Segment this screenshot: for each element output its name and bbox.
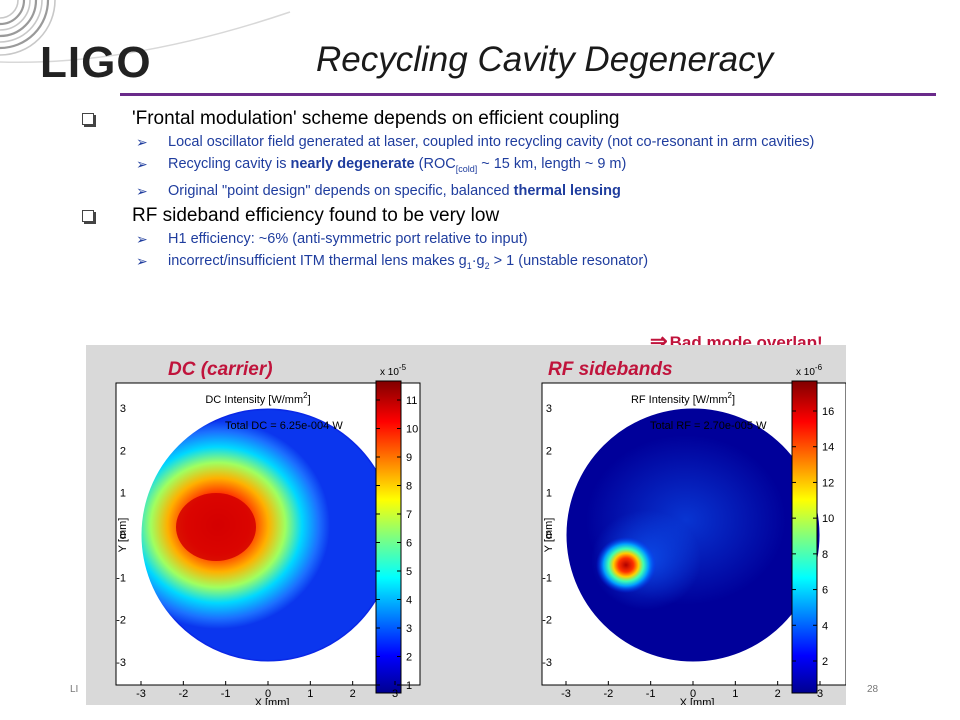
arrow-bullet-icon: ➢ xyxy=(136,134,148,150)
ligo-logo: LIGO xyxy=(40,38,152,87)
y-axis-label: Y [mm] xyxy=(117,518,129,553)
y-tick-label: -3 xyxy=(116,657,126,669)
y-tick-label: 1 xyxy=(120,488,126,500)
arrow-bullet-icon: ➢ xyxy=(136,252,148,269)
x-tick-label: 3 xyxy=(817,688,823,700)
x-tick-label: 0 xyxy=(265,688,271,700)
intensity-figure: -3 -2 -1 0 1 2 3 3 2 1 0 -1 -2 -3 X [mm] Y [mm] DC Inten… xyxy=(86,345,847,709)
x-tick-label: -3 xyxy=(561,688,571,700)
arrow-bullet-icon: ➢ xyxy=(136,182,148,199)
plot-label-rf: RF sidebands xyxy=(548,359,673,380)
sub-bullet-text: incorrect/insufficient ITM thermal lens … xyxy=(168,252,649,271)
colorbar-tick-label: 2 xyxy=(406,652,412,664)
y-tick-label: 0 xyxy=(546,530,552,542)
colorbar-tick-label: 11 xyxy=(406,395,417,407)
y-tick-label: 2 xyxy=(546,445,552,457)
arrow-bullet-icon: ➢ xyxy=(136,230,148,247)
arrow-bullet-icon: ➢ xyxy=(136,156,148,172)
heatmap-rf xyxy=(566,408,820,662)
x-tick-label: -3 xyxy=(136,688,146,700)
y-tick-label: 1 xyxy=(546,488,552,500)
colorbar-tick-label: 3 xyxy=(406,623,412,635)
bullet-item: 'Frontal modulation' scheme depends on e… xyxy=(80,108,920,130)
plot-title: DC Intensity [W/mm2] xyxy=(205,391,310,406)
colorbar-tick-label: 16 xyxy=(822,406,834,418)
y-tick-label: 3 xyxy=(120,403,126,415)
sub-bullet-text: Local oscillator field generated at lase… xyxy=(168,134,815,150)
bullet-list: 'Frontal modulation' scheme depends on e… xyxy=(80,108,920,280)
x-tick-label: 1 xyxy=(307,688,313,700)
swoosh-graphic xyxy=(0,0,291,64)
y-tick-label: -2 xyxy=(542,615,552,627)
colorbar-tick-label: 14 xyxy=(822,442,834,454)
x-tick-label: -1 xyxy=(646,688,656,700)
colorbar-tick-label: 8 xyxy=(406,481,412,493)
sub-bullet-item: ➢ H1 efficiency: ~6% (anti-symmetric por… xyxy=(80,231,920,248)
x-tick-label: 1 xyxy=(732,688,738,700)
y-tick-label: 2 xyxy=(120,445,126,457)
bullet-text: RF sideband efficiency found to be very … xyxy=(132,204,500,226)
colorbar-tick-label: 4 xyxy=(406,595,412,607)
x-tick-label: -2 xyxy=(178,688,188,700)
x-tick-label: 2 xyxy=(775,688,781,700)
sub-bullet-item: ➢ Local oscillator field generated at la… xyxy=(80,134,920,151)
square-bullet-icon xyxy=(82,113,94,125)
colorbar-tick-label: 2 xyxy=(822,656,828,668)
y-axis-label: Y [mm] xyxy=(543,518,555,553)
colorbar-tick-label: 10 xyxy=(406,424,418,436)
x-tick-label: -2 xyxy=(603,688,613,700)
colorbar-multiplier: x 10-6 xyxy=(796,363,823,378)
colorbar-tick-label: 12 xyxy=(822,477,834,489)
bullet-text: 'Frontal modulation' scheme depends on e… xyxy=(132,108,620,129)
bullet-item: RF sideband efficiency found to be very … xyxy=(80,205,920,227)
sub-bullet-text: Original "point design" depends on speci… xyxy=(168,182,621,199)
y-tick-label: -3 xyxy=(542,657,552,669)
x-axis-label: X [mm] xyxy=(680,697,715,705)
sub-bullet-text: Recycling cavity is nearly degenerate (R… xyxy=(168,156,627,174)
x-tick-label: 2 xyxy=(350,688,356,700)
page-number: 28 xyxy=(867,684,879,695)
colorbar-tick-label: 9 xyxy=(406,452,412,464)
colorbar-dc xyxy=(375,380,402,694)
y-tick-label: 0 xyxy=(120,530,126,542)
x-tick-label: -1 xyxy=(221,688,231,700)
y-tick-label: -2 xyxy=(116,615,126,627)
plot-label-dc: DC (carrier) xyxy=(168,359,273,380)
colorbar-multiplier: x 10-5 xyxy=(380,363,407,378)
heatmap-dc xyxy=(141,408,395,662)
footer-text: LI xyxy=(70,684,79,695)
x-tick-label: 0 xyxy=(690,688,696,700)
x-tick-label: 3 xyxy=(392,688,398,700)
y-tick-label: -1 xyxy=(542,572,552,584)
y-tick-label: 3 xyxy=(546,403,552,415)
x-axis-label: X [mm] xyxy=(255,697,290,705)
colorbar-tick-label: 7 xyxy=(406,509,412,521)
y-tick-label: -1 xyxy=(116,572,126,584)
plot-title: RF Intensity [W/mm2] xyxy=(631,391,735,406)
square-bullet-icon xyxy=(82,209,94,222)
colorbar-tick-label: 1 xyxy=(406,680,412,692)
total-power-annotation: Total RF = 2.70e-005 W xyxy=(650,420,767,432)
colorbar-tick-label: 8 xyxy=(822,549,828,561)
colorbar-tick-label: 4 xyxy=(822,620,828,632)
colorbar-tick-label: 6 xyxy=(822,585,828,597)
sub-bullet-text: H1 efficiency: ~6% (anti-symmetric port … xyxy=(168,230,528,247)
sub-bullet-item: ➢ Recycling cavity is nearly degenerate … xyxy=(80,156,920,178)
total-power-annotation: Total DC = 6.25e-004 W xyxy=(225,420,343,432)
colorbar-tick-label: 6 xyxy=(406,538,412,550)
colorbar-tick-label: 5 xyxy=(406,566,412,578)
title-divider xyxy=(120,93,936,96)
colorbar-rf xyxy=(791,380,818,694)
slide-title: Recycling Cavity Degeneracy xyxy=(316,40,774,79)
sub-bullet-item: ➢ Original "point design" depends on spe… xyxy=(80,183,920,200)
sub-bullet-item: ➢ incorrect/insufficient ITM thermal len… xyxy=(80,253,920,275)
colorbar-tick-label: 10 xyxy=(822,513,834,525)
